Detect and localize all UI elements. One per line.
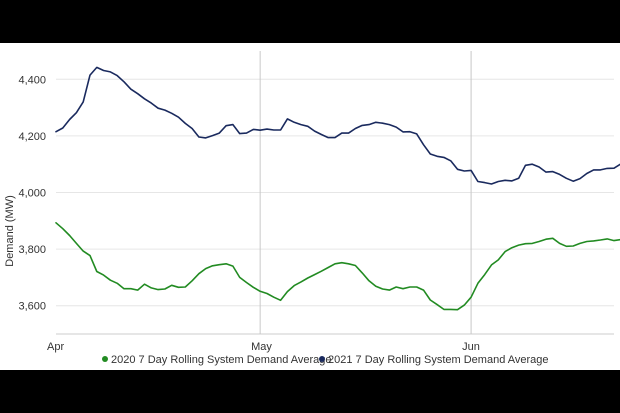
legend-item-2021[interactable]: 2021 7 Day Rolling System Demand Average [319,354,549,366]
legend-marker [102,356,108,362]
legend-label: 2021 7 Day Rolling System Demand Average [328,354,549,366]
chart-panel: 3,600 3,800 4,000 4,200 4,400 Apr May Jun Deman… [0,43,620,370]
legend[interactable]: 2020 7 Day Rolling System Demand Average… [102,354,549,366]
y-axis-title: Demand (MW) [4,195,16,267]
y-tick-label: 4,200 [18,131,46,143]
line-chart: 3,600 3,800 4,000 4,200 4,400 Apr May Jun Deman… [4,51,620,366]
legend-item-2020[interactable]: 2020 7 Day Rolling System Demand Average [102,354,332,366]
series-line-2021[interactable] [55,66,620,185]
x-tick-label: Jun [462,341,480,353]
series-line-2020[interactable] [55,222,620,311]
axis-ticks: 3,600 3,800 4,000 4,200 4,400 Apr May Jun [18,74,479,353]
y-tick-label: 4,400 [18,74,46,86]
y-tick-label: 4,000 [18,188,46,200]
series-lines [55,66,620,311]
grid [56,51,614,335]
x-tick-label: May [251,341,272,353]
x-tick-label: Apr [47,341,64,353]
y-tick-label: 3,800 [18,244,46,256]
y-tick-label: 3,600 [18,301,46,313]
legend-label: 2020 7 Day Rolling System Demand Average [111,354,332,366]
legend-marker [319,356,325,362]
